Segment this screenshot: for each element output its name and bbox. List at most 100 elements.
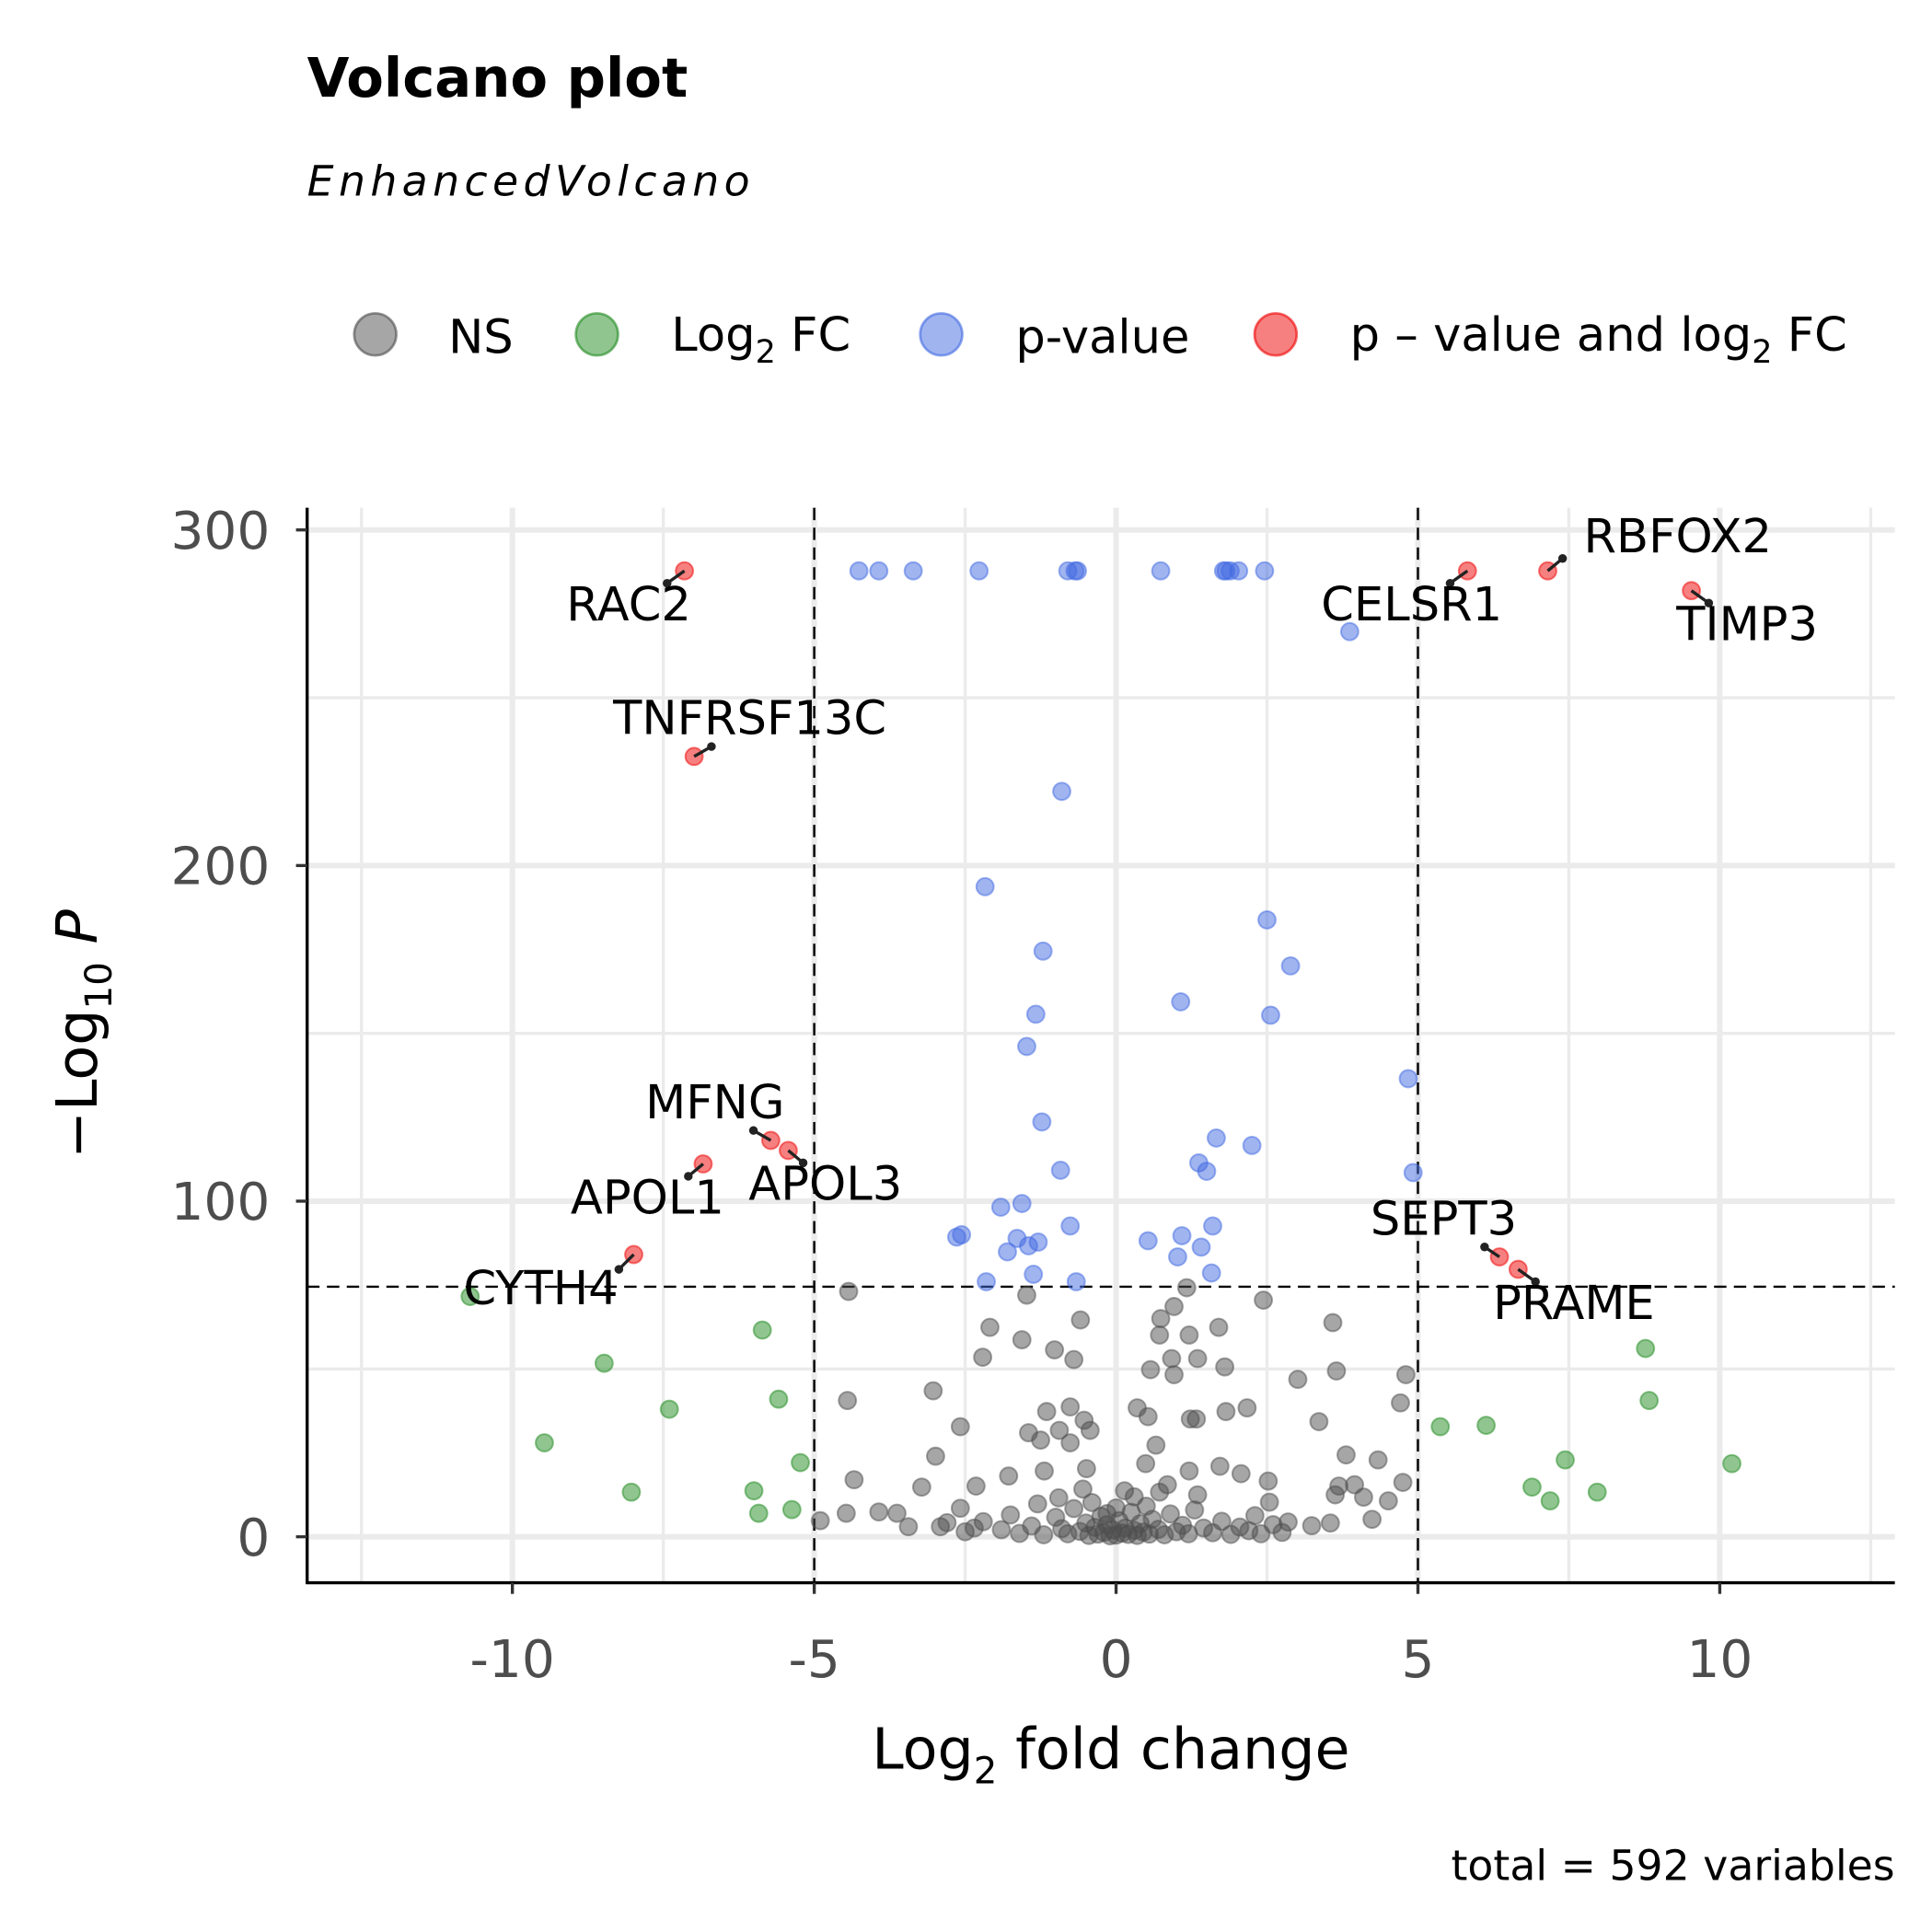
data-point [1064, 1349, 1084, 1370]
data-point [1368, 1450, 1388, 1470]
data-point [1187, 1348, 1208, 1369]
gene-label: PRAME [1493, 1277, 1655, 1331]
data-point [869, 1502, 889, 1522]
y-axis-title: −Log10 P [44, 908, 121, 1158]
data-point [460, 1287, 480, 1306]
data-point [1035, 1461, 1054, 1481]
data-point [1209, 1456, 1230, 1476]
arrowhead-icon [1557, 554, 1568, 563]
arrowhead-icon [663, 578, 672, 588]
gene-label: MFNG [645, 1076, 784, 1130]
data-point [1138, 1231, 1158, 1251]
legend: NS Log2 FC p-value p – value and log2 FC [353, 308, 1847, 371]
data-point [1229, 561, 1249, 581]
data-point [1540, 1491, 1560, 1511]
legend-ns-label: NS [448, 310, 514, 364]
data-point [1031, 1430, 1051, 1451]
gene-label: TIMP3 [1675, 598, 1818, 653]
data-point [1395, 1365, 1416, 1384]
data-point [1378, 1491, 1398, 1511]
data-point [1172, 1226, 1192, 1245]
data-point [1403, 1163, 1423, 1183]
data-point [964, 1518, 984, 1538]
data-point [1254, 1290, 1274, 1310]
chart-subtitle: EnhancedVolcano [307, 157, 755, 206]
legend-both-swatch [1253, 312, 1299, 357]
caption: total = 592 variables [1451, 1841, 1894, 1890]
data-point [898, 1517, 919, 1537]
data-point [1162, 1348, 1182, 1369]
gene-labels: RAC2 TNFRSF13C MFNG APOL3 APOL1 CYTH4 CELSR1 RB… [464, 510, 1819, 1331]
data-point [1032, 1112, 1052, 1132]
gene-label: TNFRSF13C [612, 692, 886, 746]
data-point [1430, 1417, 1451, 1437]
data-point [594, 1353, 614, 1373]
gene-label: CYTH4 [464, 1262, 619, 1316]
data-point [1272, 1522, 1292, 1543]
data-point [1150, 1325, 1170, 1345]
gene-label: RAC2 [566, 578, 691, 632]
data-point [1216, 1402, 1236, 1422]
data-point [1257, 909, 1277, 930]
legend-p-swatch [919, 312, 964, 357]
data-point [1301, 1516, 1322, 1536]
data-point [1176, 1278, 1197, 1298]
data-point [849, 561, 869, 581]
data-point [1231, 1463, 1251, 1484]
legend-fc-swatch [574, 312, 619, 357]
data-point [950, 1417, 970, 1437]
data-point [1185, 1500, 1205, 1520]
data-point [1064, 1498, 1084, 1519]
data-point [1476, 1416, 1497, 1435]
data-point [769, 1389, 789, 1409]
data-point [1138, 1406, 1158, 1427]
data-point [1325, 1485, 1346, 1505]
data-point [535, 1433, 554, 1452]
arrowhead-icon [1704, 598, 1714, 607]
data-point [1073, 1479, 1093, 1499]
data-point [839, 1281, 859, 1301]
data-point [1237, 1398, 1257, 1418]
data-point [752, 1320, 772, 1340]
x-axis-title: Log2 fold change [872, 1716, 1349, 1792]
data-point [744, 1481, 764, 1501]
cutoff-lines [307, 507, 1895, 1583]
data-point [973, 1348, 993, 1367]
y-tick-label: 100 [170, 1173, 270, 1232]
arrowhead-icon [798, 1158, 808, 1168]
data-point [1556, 1450, 1575, 1470]
data-point [1398, 1069, 1418, 1089]
data-point [1068, 561, 1088, 581]
data-point [1060, 1216, 1081, 1236]
data-point [887, 1503, 907, 1523]
gene-label: APOL1 [571, 1171, 724, 1225]
data-point [1019, 1236, 1038, 1255]
data-point [1146, 1435, 1166, 1455]
data-point [1070, 1310, 1091, 1330]
data-point [1036, 1402, 1057, 1422]
data-point [1012, 1194, 1032, 1213]
data-point [1045, 1340, 1065, 1359]
x-tick-label: -5 [788, 1630, 839, 1690]
data-point [1080, 1420, 1100, 1440]
legend-ns-swatch [353, 312, 398, 357]
data-point [1049, 1420, 1070, 1440]
data-point [1211, 1511, 1232, 1532]
data-point [977, 1272, 996, 1291]
data-point [1280, 955, 1301, 976]
data-point [1033, 941, 1053, 961]
legend-fc-label: Log2 FC [671, 308, 850, 371]
data-point [1017, 1285, 1036, 1305]
data-point [836, 1503, 856, 1523]
data-point [1207, 1128, 1226, 1148]
data-point [1288, 1370, 1308, 1390]
data-point [1060, 1397, 1081, 1417]
data-point [946, 1227, 966, 1247]
chart-title: Volcano plot [307, 46, 688, 110]
data-point [1001, 1505, 1021, 1525]
data-point [1309, 1412, 1329, 1431]
data-point [659, 1399, 679, 1419]
gene-label: CELSR1 [1321, 578, 1502, 632]
data-point [975, 876, 995, 897]
